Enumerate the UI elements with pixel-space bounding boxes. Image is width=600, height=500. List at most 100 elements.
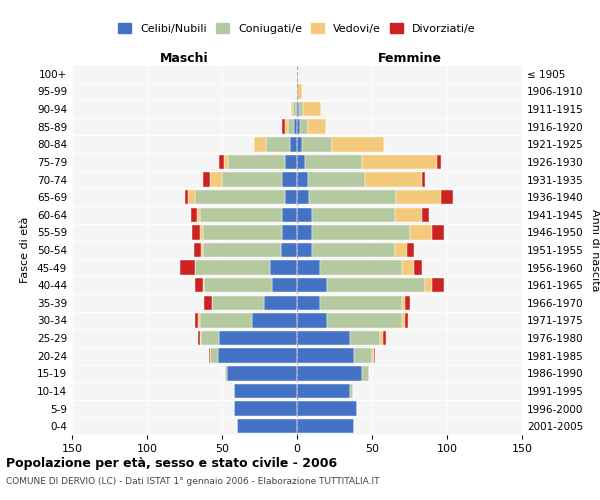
Bar xyxy=(195,190,285,204)
Bar xyxy=(210,172,222,186)
Bar xyxy=(373,348,375,363)
Bar xyxy=(212,296,264,310)
Bar xyxy=(372,348,373,363)
Bar xyxy=(441,190,453,204)
Bar xyxy=(361,366,369,380)
Bar xyxy=(297,296,320,310)
Text: Popolazione per età, sesso e stato civile - 2006: Popolazione per età, sesso e stato civil… xyxy=(6,458,337,470)
Bar xyxy=(297,419,354,434)
Bar xyxy=(349,384,353,398)
Bar xyxy=(297,402,357,416)
Bar xyxy=(288,120,294,134)
Bar xyxy=(331,137,384,152)
Bar xyxy=(383,331,386,345)
Bar xyxy=(312,208,395,222)
Bar xyxy=(195,278,203,292)
Bar xyxy=(297,120,300,134)
Bar xyxy=(297,384,349,398)
Bar xyxy=(191,208,197,222)
Bar xyxy=(185,190,187,204)
Bar xyxy=(297,225,312,240)
Bar xyxy=(425,278,432,292)
Bar xyxy=(402,296,405,310)
Bar xyxy=(234,402,297,416)
Bar xyxy=(402,260,414,275)
Bar xyxy=(395,243,407,257)
Bar xyxy=(396,190,441,204)
Bar xyxy=(285,190,297,204)
Bar xyxy=(312,225,409,240)
Bar xyxy=(320,260,402,275)
Legend: Celibi/Nubili, Coniugati/e, Vedovi/e, Divorziati/e: Celibi/Nubili, Coniugati/e, Vedovi/e, Di… xyxy=(114,19,480,38)
Bar xyxy=(437,154,441,169)
Bar xyxy=(252,314,297,328)
Bar xyxy=(300,120,308,134)
Bar xyxy=(264,296,297,310)
Bar xyxy=(285,154,297,169)
Bar xyxy=(297,366,361,380)
Bar xyxy=(354,348,372,363)
Bar xyxy=(312,243,395,257)
Bar xyxy=(297,208,312,222)
Bar xyxy=(297,260,320,275)
Bar xyxy=(296,102,297,117)
Bar xyxy=(234,384,297,398)
Bar xyxy=(192,225,199,240)
Bar xyxy=(199,225,203,240)
Bar xyxy=(327,314,402,328)
Bar xyxy=(270,260,297,275)
Bar xyxy=(421,172,425,186)
Bar xyxy=(409,225,432,240)
Bar xyxy=(361,154,437,169)
Bar xyxy=(282,172,297,186)
Bar xyxy=(297,102,299,117)
Bar xyxy=(309,190,396,204)
Bar xyxy=(297,190,309,204)
Bar xyxy=(305,154,361,169)
Bar xyxy=(281,243,297,257)
Bar xyxy=(199,331,201,345)
Bar xyxy=(228,154,285,169)
Bar xyxy=(302,137,331,152)
Bar xyxy=(222,172,282,186)
Text: Maschi: Maschi xyxy=(160,52,209,65)
Bar xyxy=(187,190,195,204)
Bar xyxy=(203,225,282,240)
Bar xyxy=(421,208,429,222)
Bar xyxy=(265,137,290,152)
Bar xyxy=(405,296,409,310)
Bar xyxy=(195,260,270,275)
Bar xyxy=(285,120,288,134)
Bar xyxy=(405,314,408,328)
Bar xyxy=(290,137,297,152)
Bar xyxy=(199,314,252,328)
Bar xyxy=(199,208,282,222)
Bar xyxy=(291,102,293,117)
Bar xyxy=(297,84,302,98)
Bar xyxy=(203,243,281,257)
Bar xyxy=(299,102,303,117)
Bar xyxy=(282,208,297,222)
Bar xyxy=(365,172,421,186)
Bar xyxy=(209,348,210,363)
Bar xyxy=(432,225,444,240)
Bar xyxy=(210,348,218,363)
Bar xyxy=(204,278,271,292)
Bar xyxy=(254,137,265,152)
Bar xyxy=(380,331,383,345)
Bar xyxy=(201,331,219,345)
Bar xyxy=(198,331,199,345)
Bar xyxy=(297,278,327,292)
Bar xyxy=(303,102,321,117)
Bar xyxy=(402,314,405,328)
Bar xyxy=(198,314,199,328)
Bar xyxy=(308,120,325,134)
Bar xyxy=(297,137,302,152)
Bar xyxy=(225,366,227,380)
Bar xyxy=(203,278,204,292)
Bar xyxy=(297,172,308,186)
Bar xyxy=(432,278,444,292)
Text: Femmine: Femmine xyxy=(377,52,442,65)
Bar xyxy=(282,120,285,134)
Bar xyxy=(414,260,421,275)
